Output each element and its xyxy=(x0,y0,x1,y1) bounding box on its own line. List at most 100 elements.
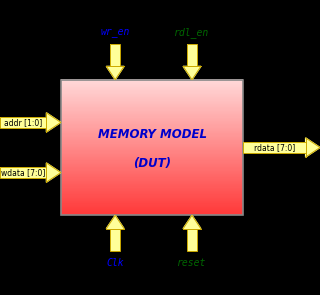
Bar xyxy=(61,99,243,101)
Bar xyxy=(61,188,243,189)
Bar xyxy=(0,167,46,178)
Bar xyxy=(61,210,243,212)
Bar xyxy=(61,165,243,167)
Bar xyxy=(61,205,243,206)
Polygon shape xyxy=(106,66,124,80)
Bar xyxy=(61,155,243,157)
Bar xyxy=(61,166,243,168)
Bar xyxy=(61,131,243,133)
Bar xyxy=(61,85,243,86)
Bar xyxy=(61,140,243,142)
Bar xyxy=(61,117,243,118)
Text: rdl_en: rdl_en xyxy=(174,27,210,38)
Text: reset: reset xyxy=(177,258,207,268)
Bar xyxy=(61,123,243,125)
Bar xyxy=(243,142,306,153)
Bar xyxy=(61,175,243,177)
Polygon shape xyxy=(183,215,201,229)
Bar xyxy=(61,87,243,89)
Bar xyxy=(110,229,120,251)
Bar xyxy=(61,200,243,202)
Bar xyxy=(61,154,243,155)
Bar xyxy=(61,114,243,116)
Bar xyxy=(61,211,243,213)
Bar xyxy=(61,136,243,137)
Bar xyxy=(61,145,243,146)
Text: wdata [7:0]: wdata [7:0] xyxy=(1,168,45,177)
Bar xyxy=(243,142,306,153)
Bar xyxy=(61,183,243,185)
Bar xyxy=(61,127,243,128)
Bar xyxy=(61,115,243,117)
Bar xyxy=(61,201,243,203)
Bar xyxy=(61,122,243,124)
Polygon shape xyxy=(46,163,61,182)
Bar xyxy=(61,185,243,187)
Text: rdata [7:0]: rdata [7:0] xyxy=(254,143,295,152)
Bar xyxy=(61,112,243,114)
Bar xyxy=(61,80,243,82)
Bar xyxy=(61,174,243,176)
Bar xyxy=(61,160,243,162)
Bar xyxy=(61,142,243,144)
Bar xyxy=(61,102,243,104)
Bar xyxy=(110,229,120,251)
Polygon shape xyxy=(183,66,201,80)
Text: MEMORY MODEL: MEMORY MODEL xyxy=(98,128,206,141)
Bar xyxy=(61,117,243,119)
Bar xyxy=(61,130,243,132)
Bar xyxy=(61,163,243,165)
Bar xyxy=(61,164,243,165)
Bar xyxy=(187,229,197,251)
Bar xyxy=(110,44,120,66)
Bar xyxy=(61,191,243,193)
Bar xyxy=(61,80,243,215)
Bar xyxy=(61,153,243,154)
Bar xyxy=(61,199,243,201)
Bar xyxy=(61,97,243,99)
Bar xyxy=(61,158,243,160)
Bar xyxy=(110,44,120,66)
Bar xyxy=(61,208,243,210)
Bar xyxy=(61,119,243,120)
Bar xyxy=(61,148,243,150)
Bar xyxy=(61,178,243,180)
Bar xyxy=(61,151,243,153)
Bar xyxy=(61,207,243,209)
Bar xyxy=(61,111,243,112)
Text: (DUT): (DUT) xyxy=(133,157,171,170)
Polygon shape xyxy=(46,113,61,132)
Bar xyxy=(61,192,243,194)
Bar xyxy=(61,129,243,130)
Bar xyxy=(61,170,243,171)
Bar xyxy=(187,229,197,251)
Bar xyxy=(61,137,243,138)
Bar xyxy=(61,147,243,149)
Bar xyxy=(61,107,243,109)
Bar xyxy=(61,82,243,84)
Bar xyxy=(61,125,243,127)
Bar xyxy=(61,101,243,102)
Bar xyxy=(61,138,243,140)
Bar xyxy=(61,184,243,186)
Bar xyxy=(61,103,243,104)
Bar xyxy=(61,143,243,145)
Bar xyxy=(61,139,243,141)
Bar xyxy=(61,157,243,159)
Bar xyxy=(61,141,243,143)
Bar xyxy=(61,149,243,151)
Bar xyxy=(61,106,243,108)
Bar xyxy=(61,214,243,215)
Bar xyxy=(61,212,243,214)
Bar xyxy=(61,189,243,191)
Bar xyxy=(61,133,243,135)
Bar xyxy=(61,180,243,181)
Bar xyxy=(61,167,243,169)
Text: wr_en: wr_en xyxy=(100,27,130,37)
Bar xyxy=(61,98,243,100)
Bar xyxy=(187,44,197,66)
Bar xyxy=(61,181,243,183)
Bar xyxy=(61,79,243,81)
Text: addr [1:0]: addr [1:0] xyxy=(4,118,42,127)
Bar xyxy=(61,104,243,106)
